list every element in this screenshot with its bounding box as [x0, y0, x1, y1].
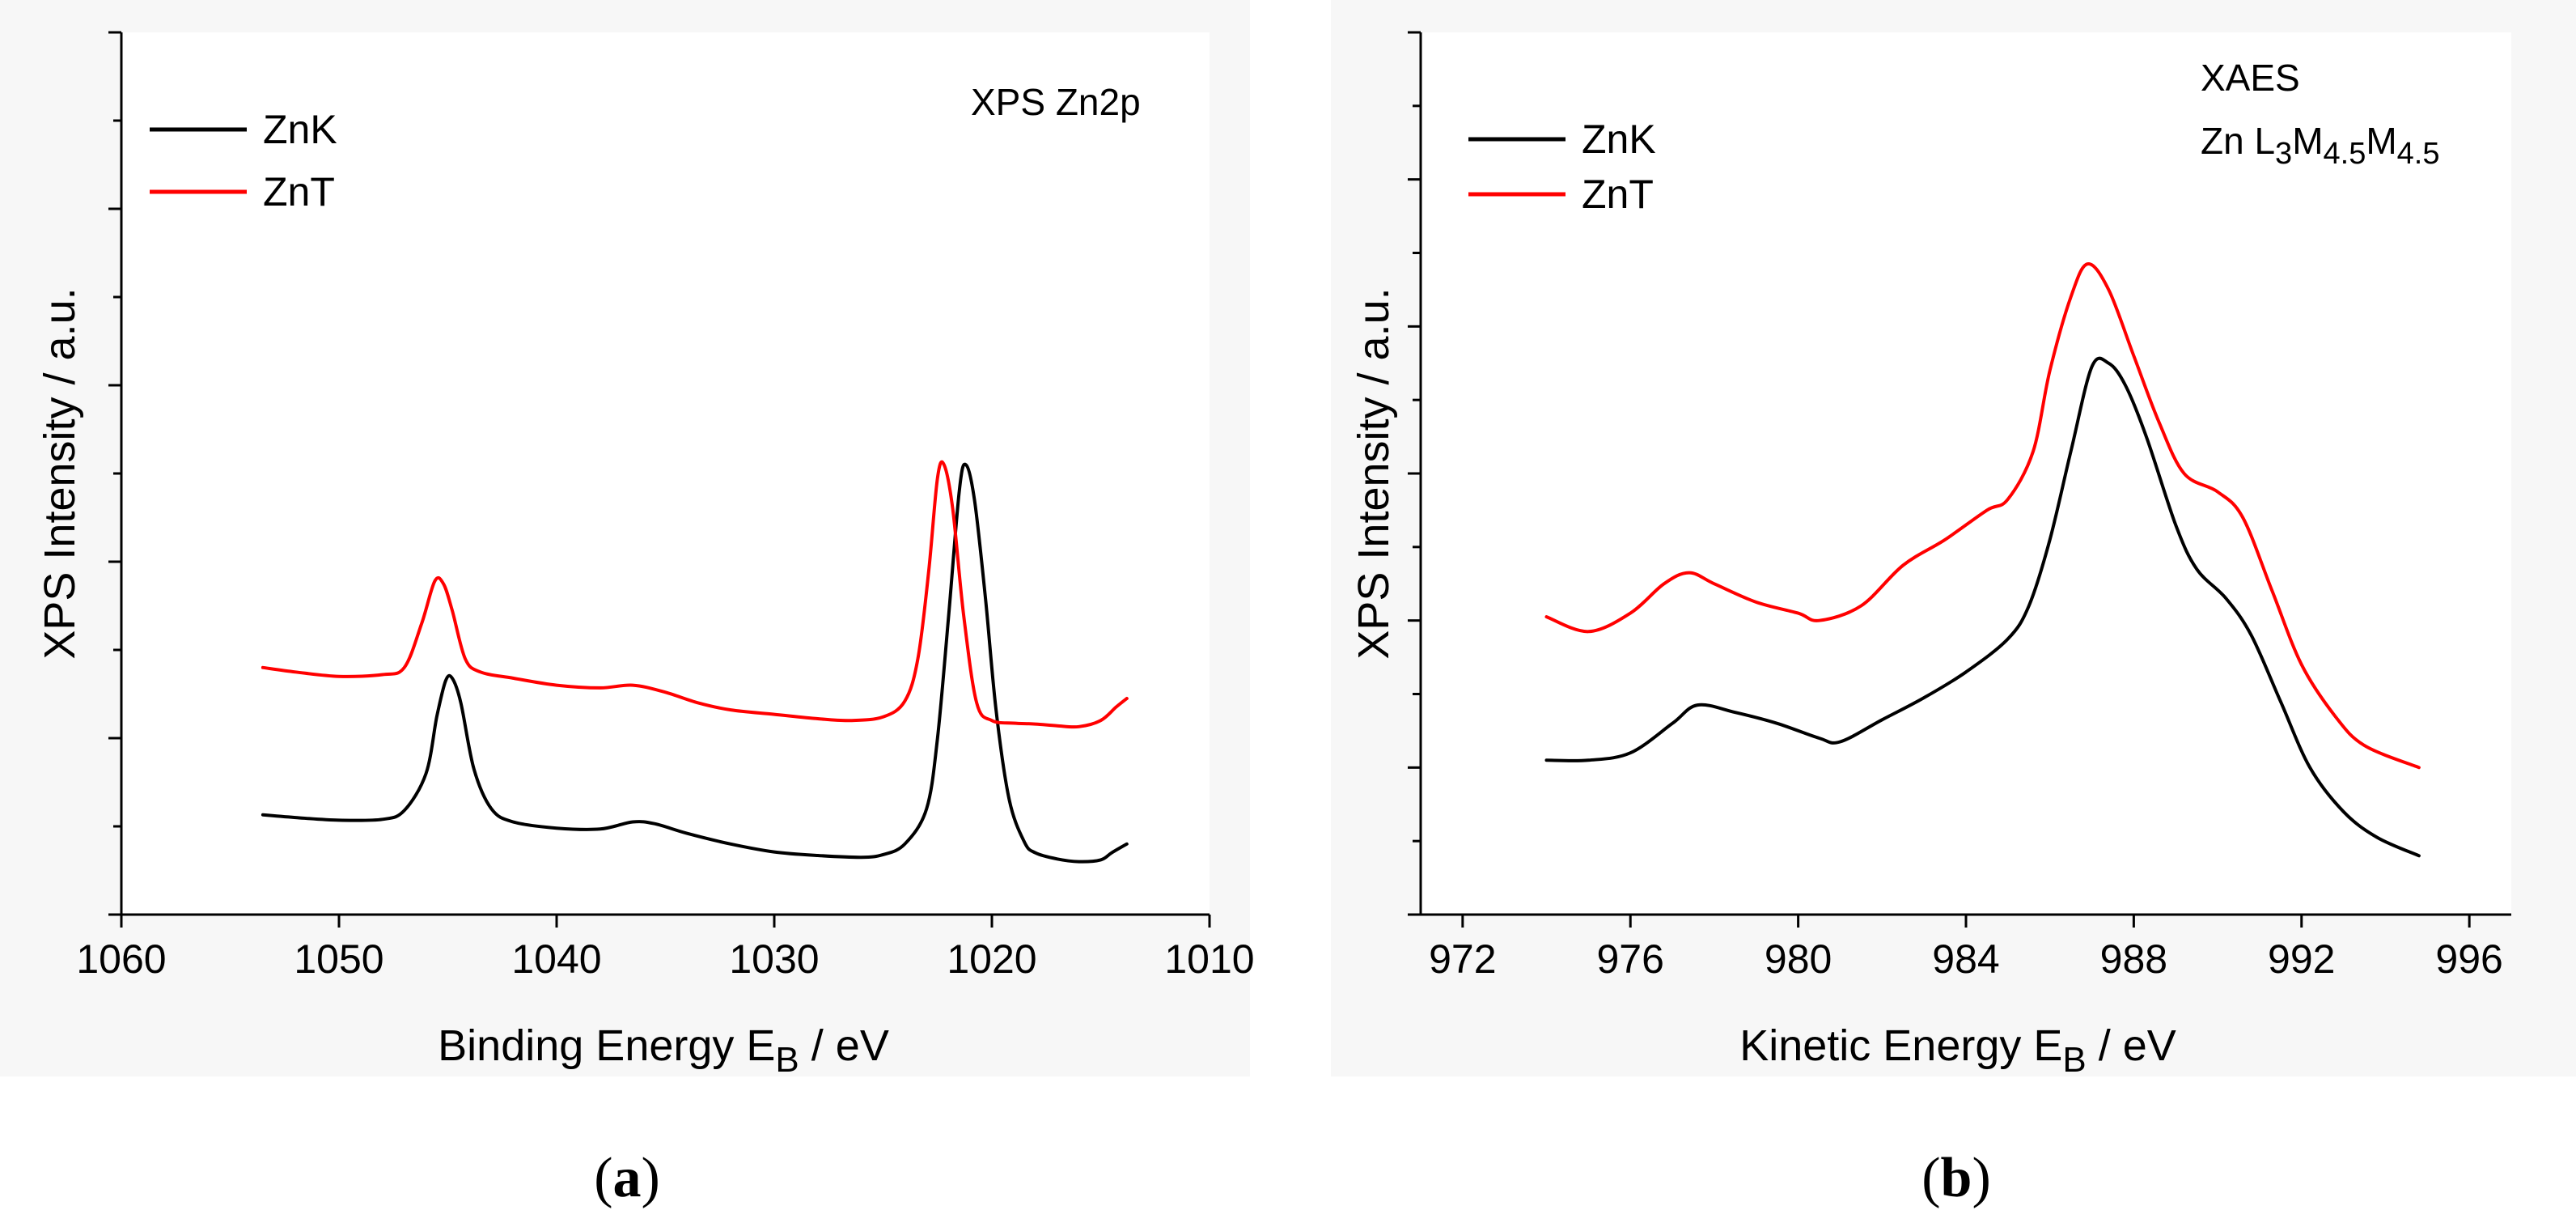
panel-a-annotation: XPS Zn2p: [971, 81, 1141, 123]
panel-a-x-tick-label: 1060: [76, 936, 166, 982]
panel-b-series-znt: [1544, 262, 2421, 770]
panel-b-x-tick-label: 976: [1597, 936, 1664, 982]
panel-a-x-tick-label: 1030: [729, 936, 819, 982]
panel-b-y-ticks: [1408, 31, 1421, 916]
panel-b-caption-letter: b: [1941, 1147, 1972, 1209]
panel-a-chart: 1060 1050 1040 1030 1020 1010 ZnK ZnT XPS Zn2…: [0, 0, 1255, 1209]
panel-b-caption: (b): [1921, 1147, 1991, 1209]
panel-b-x-ticks: 972 976 980 984 988 992 996: [1429, 915, 2503, 982]
legend-a-znt-label: ZnT: [263, 169, 335, 214]
panel-b-annotation-sub2: 4.5: [2324, 137, 2366, 171]
panel-a-series: [261, 460, 1129, 864]
panel-a-x-axis-title-sub: B: [775, 1040, 799, 1080]
panel-b-x-axis-title-unit: / eV: [2087, 1021, 2176, 1070]
panel-a-plot-area: [121, 32, 1210, 915]
legend-a-znk-label: ZnK: [263, 107, 337, 152]
panel-a-series-znt: [261, 460, 1129, 729]
panel-a-x-tick-label: 1050: [294, 936, 383, 982]
panel-b-x-tick-label: 988: [2100, 936, 2167, 982]
panel-b-x-tick-label: 992: [2268, 936, 2335, 982]
panel-b-series: [1544, 262, 2421, 858]
panel-a-x-axis-title: Binding Energy EB / eV: [438, 1021, 889, 1080]
legend-b-znk-label: ZnK: [1582, 117, 1656, 162]
panel-a-x-tick-label: 1020: [947, 936, 1036, 982]
panel-b-x-axis-title: Kinetic Energy EB / eV: [1739, 1021, 2176, 1080]
panel-b-y-axis-title: XPS Intensity / a.u.: [1349, 287, 1398, 659]
legend-b-znt-label: ZnT: [1582, 172, 1654, 217]
panel-b-x-tick-label: 996: [2435, 936, 2502, 982]
panel-a-y-ticks: [108, 31, 121, 916]
panel-b-annotation-m2: M: [2366, 120, 2396, 162]
panel-b-x-axis-title-main: Kinetic Energy E: [1739, 1021, 2062, 1070]
panel-b-annotation-transition: Zn L3M4.5M4.5: [2201, 120, 2440, 171]
panel-a-series-znk: [261, 462, 1129, 864]
panel-b-x-axis-title-sub: B: [2062, 1040, 2086, 1080]
panel-a-x-tick-label: 1040: [511, 936, 601, 982]
panel-a-x-tick-label: 1010: [1164, 936, 1254, 982]
panel-a-x-axis-title-unit: / eV: [799, 1021, 889, 1070]
panel-a-caption: (a): [594, 1147, 660, 1209]
panel-b-annotation-sub1: 3: [2275, 137, 2292, 171]
panel-b-x-tick-label: 984: [1932, 936, 1999, 982]
panel-a-x-axis-title-main: Binding Energy E: [438, 1021, 775, 1070]
panel-b-x-tick-label: 972: [1429, 936, 1496, 982]
panel-b-annotation-sub3: 4.5: [2397, 137, 2440, 171]
panel-b-plot-area: [1421, 32, 2511, 915]
panel-b-chart: 972 976 980 984 988 992 996 ZnK ZnT XAES Zn L3…: [1331, 0, 2576, 1209]
panel-b-x-tick-label: 980: [1765, 936, 1832, 982]
panel-b-annotation-m1: M: [2292, 120, 2323, 162]
panel-a-y-axis-title: XPS Intensity / a.u.: [36, 287, 84, 659]
panel-a-x-ticks: 1060 1050 1040 1030 1020 1010: [76, 915, 1255, 982]
panel-a-caption-letter: a: [613, 1147, 642, 1209]
panel-b-annotation-zn-l: Zn L: [2201, 120, 2275, 162]
panel-b-annotation-title: XAES: [2201, 57, 2300, 99]
panel-b-series-znk: [1544, 356, 2421, 858]
